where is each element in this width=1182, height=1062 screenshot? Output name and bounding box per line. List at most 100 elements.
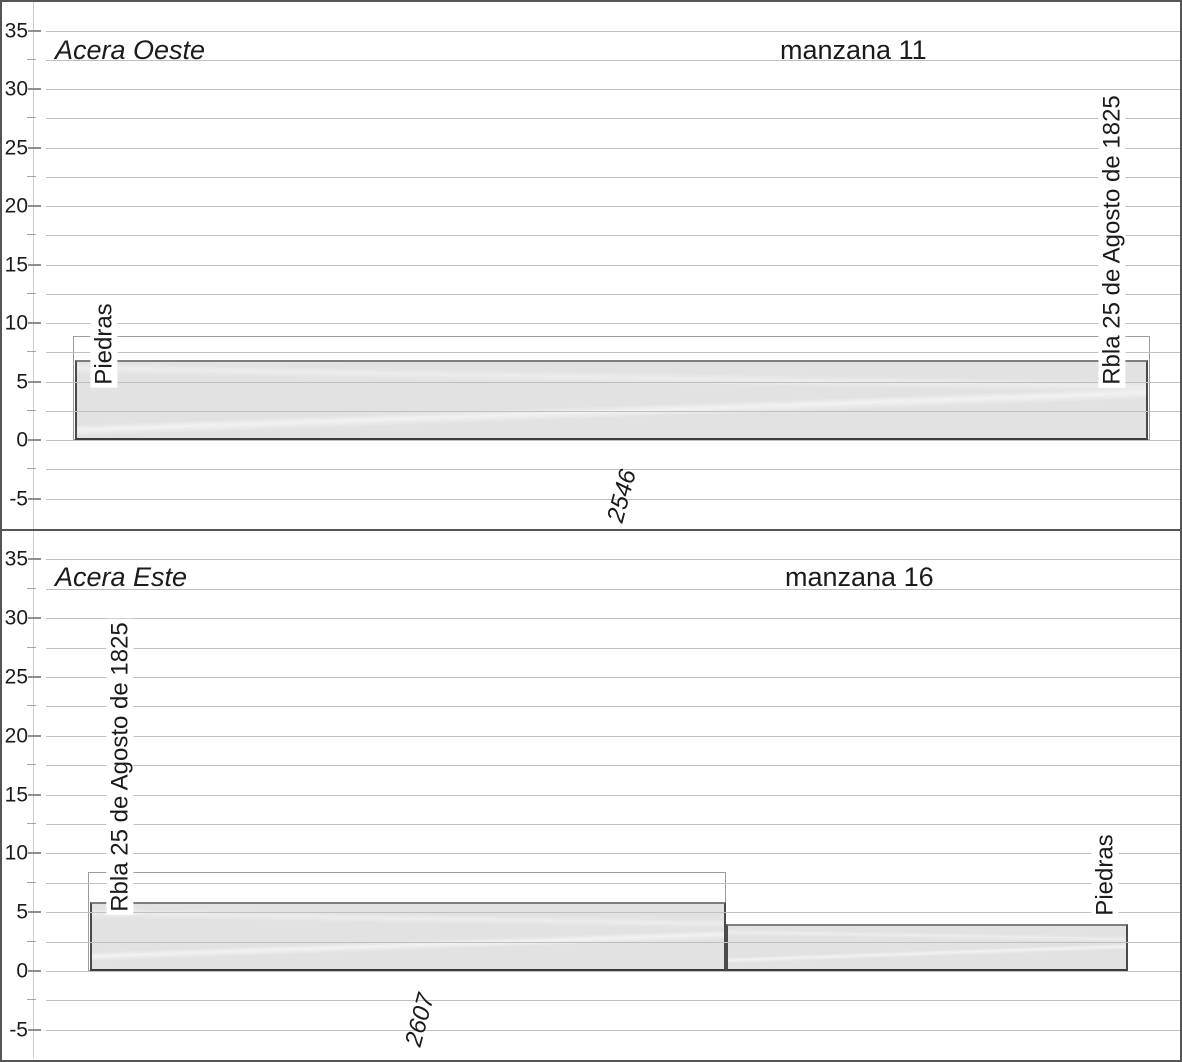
building-facade-bar [75, 360, 1148, 440]
street-label-left: Rbla 25 de Agosto de 1825 [106, 619, 134, 915]
gridline [46, 59, 1180, 61]
gridline [46, 293, 1180, 295]
gridline [46, 882, 1180, 884]
street-label-left: Piedras [90, 300, 118, 388]
y-axis-tick-label: 25 [4, 136, 28, 159]
block-caption: manzana 16 [785, 562, 934, 592]
y-axis-tick-label: 35 [4, 19, 28, 42]
labels-layer: Acera Este manzana 16 Rbla 25 de Agosto … [0, 531, 1182, 1058]
y-axis-major-tick [28, 558, 41, 561]
gridline [46, 352, 1180, 354]
y-axis-minor-tick [27, 999, 36, 1001]
y-axis-minor-tick [27, 409, 36, 411]
y-axis-tick-label: 20 [4, 724, 28, 748]
gridline [46, 824, 1180, 825]
building-facade-bar [726, 923, 1128, 971]
gridline [46, 381, 1180, 383]
y-axis-minor-tick [27, 587, 36, 589]
y-axis-minor-tick [27, 764, 36, 766]
y-axis-minor-tick [27, 646, 36, 648]
gridline [46, 147, 1180, 149]
gridline [46, 176, 1180, 178]
gridline [46, 559, 1180, 561]
gridline [46, 118, 1180, 120]
y-axis-major-tick [28, 1028, 41, 1031]
y-axis-tick-label: 25 [4, 665, 28, 689]
y-axis-tick-label: 30 [4, 606, 28, 630]
gridline [46, 971, 1180, 972]
y-axis-tick-label: 15 [4, 783, 28, 807]
y-axis-major-tick [28, 322, 41, 324]
gridline [46, 912, 1180, 914]
gridline [46, 323, 1180, 324]
y-axis-tick-label: 15 [4, 253, 28, 276]
y-axis-minor-tick [27, 881, 36, 883]
gridline [46, 677, 1180, 678]
panel-acera-oeste: 35 30 25 20 15 10 5 0 -5 Acera Oeste manzana 11 … [0, 2, 1182, 529]
panel-title: Acera Este [55, 562, 188, 592]
y-axis-major-tick [28, 734, 41, 737]
labels-layer: Acera Oeste manzana 11 Piedras Rbla 25 d… [0, 2, 1182, 529]
gridline [46, 735, 1180, 737]
y-axis-minor-tick [27, 292, 36, 294]
gridline [46, 235, 1180, 237]
y-axis-tick-label: 20 [4, 194, 28, 218]
y-axis-tick-label: 5 [16, 900, 28, 924]
y-axis-tick-label: -5 [9, 487, 28, 510]
gridline [46, 853, 1180, 855]
building-facade-bar [90, 901, 726, 971]
y-axis-major-tick [28, 676, 41, 678]
gridline [46, 440, 1180, 441]
y-axis-major-tick [28, 88, 41, 90]
gridline [46, 794, 1180, 796]
y-axis-minor-tick [27, 705, 36, 707]
grid-layer: 35 30 25 20 15 10 5 0 -5 [0, 531, 1182, 1058]
grid-layer: 35 30 25 20 15 10 5 0 -5 [0, 2, 1182, 529]
y-axis-major-tick [28, 617, 41, 620]
y-axis-tick-label: 0 [16, 959, 28, 983]
gridline [46, 206, 1180, 207]
gridline [46, 89, 1180, 90]
gridline [46, 469, 1180, 471]
y-axis-tick-label: 35 [4, 547, 28, 571]
gridline [46, 264, 1180, 266]
y-axis-major-tick [28, 205, 41, 207]
buildings-layer [0, 531, 1182, 1058]
y-axis-minor-tick [27, 351, 36, 353]
y-axis-minor-tick [27, 468, 36, 470]
y-axis-minor-tick [27, 823, 36, 824]
y-axis-minor-tick [27, 234, 36, 236]
gridline [46, 765, 1180, 767]
gridline [46, 1029, 1180, 1031]
y-axis-major-tick [28, 29, 41, 32]
y-axis-major-tick [28, 852, 41, 855]
y-axis-major-tick [28, 793, 41, 796]
padron-number-label: 2607 [399, 990, 440, 1050]
panel-acera-este: 35 30 25 20 15 10 5 0 -5 Acera Este manzana 16 R… [0, 531, 1182, 1058]
padron-number-label: 2546 [601, 466, 642, 526]
block-caption: manzana 11 [780, 35, 927, 65]
y-axis-major-tick [28, 970, 41, 972]
y-axis-tick-label: 0 [16, 428, 28, 452]
y-axis-line [33, 2, 34, 529]
y-axis-major-tick [28, 439, 41, 441]
gridline [46, 941, 1180, 943]
gridline [46, 410, 1180, 412]
y-axis-tick-label: 30 [4, 77, 28, 101]
y-axis-minor-tick [27, 175, 36, 177]
street-label-right: Piedras [1091, 831, 1119, 919]
y-axis-major-tick [28, 911, 41, 914]
gridline [46, 618, 1180, 620]
gridline [46, 706, 1180, 708]
gridline [46, 647, 1180, 649]
y-axis-tick-label: -5 [9, 1018, 28, 1042]
y-axis-major-tick [28, 146, 41, 149]
y-axis-minor-tick [27, 58, 36, 60]
panel-divider [0, 529, 1182, 531]
y-axis-minor-tick [27, 117, 36, 119]
street-label-right: Rbla 25 de Agosto de 1825 [1098, 92, 1126, 388]
gridline [46, 30, 1180, 32]
y-axis-tick-label: 10 [4, 841, 28, 865]
y-axis-major-tick [28, 263, 41, 266]
